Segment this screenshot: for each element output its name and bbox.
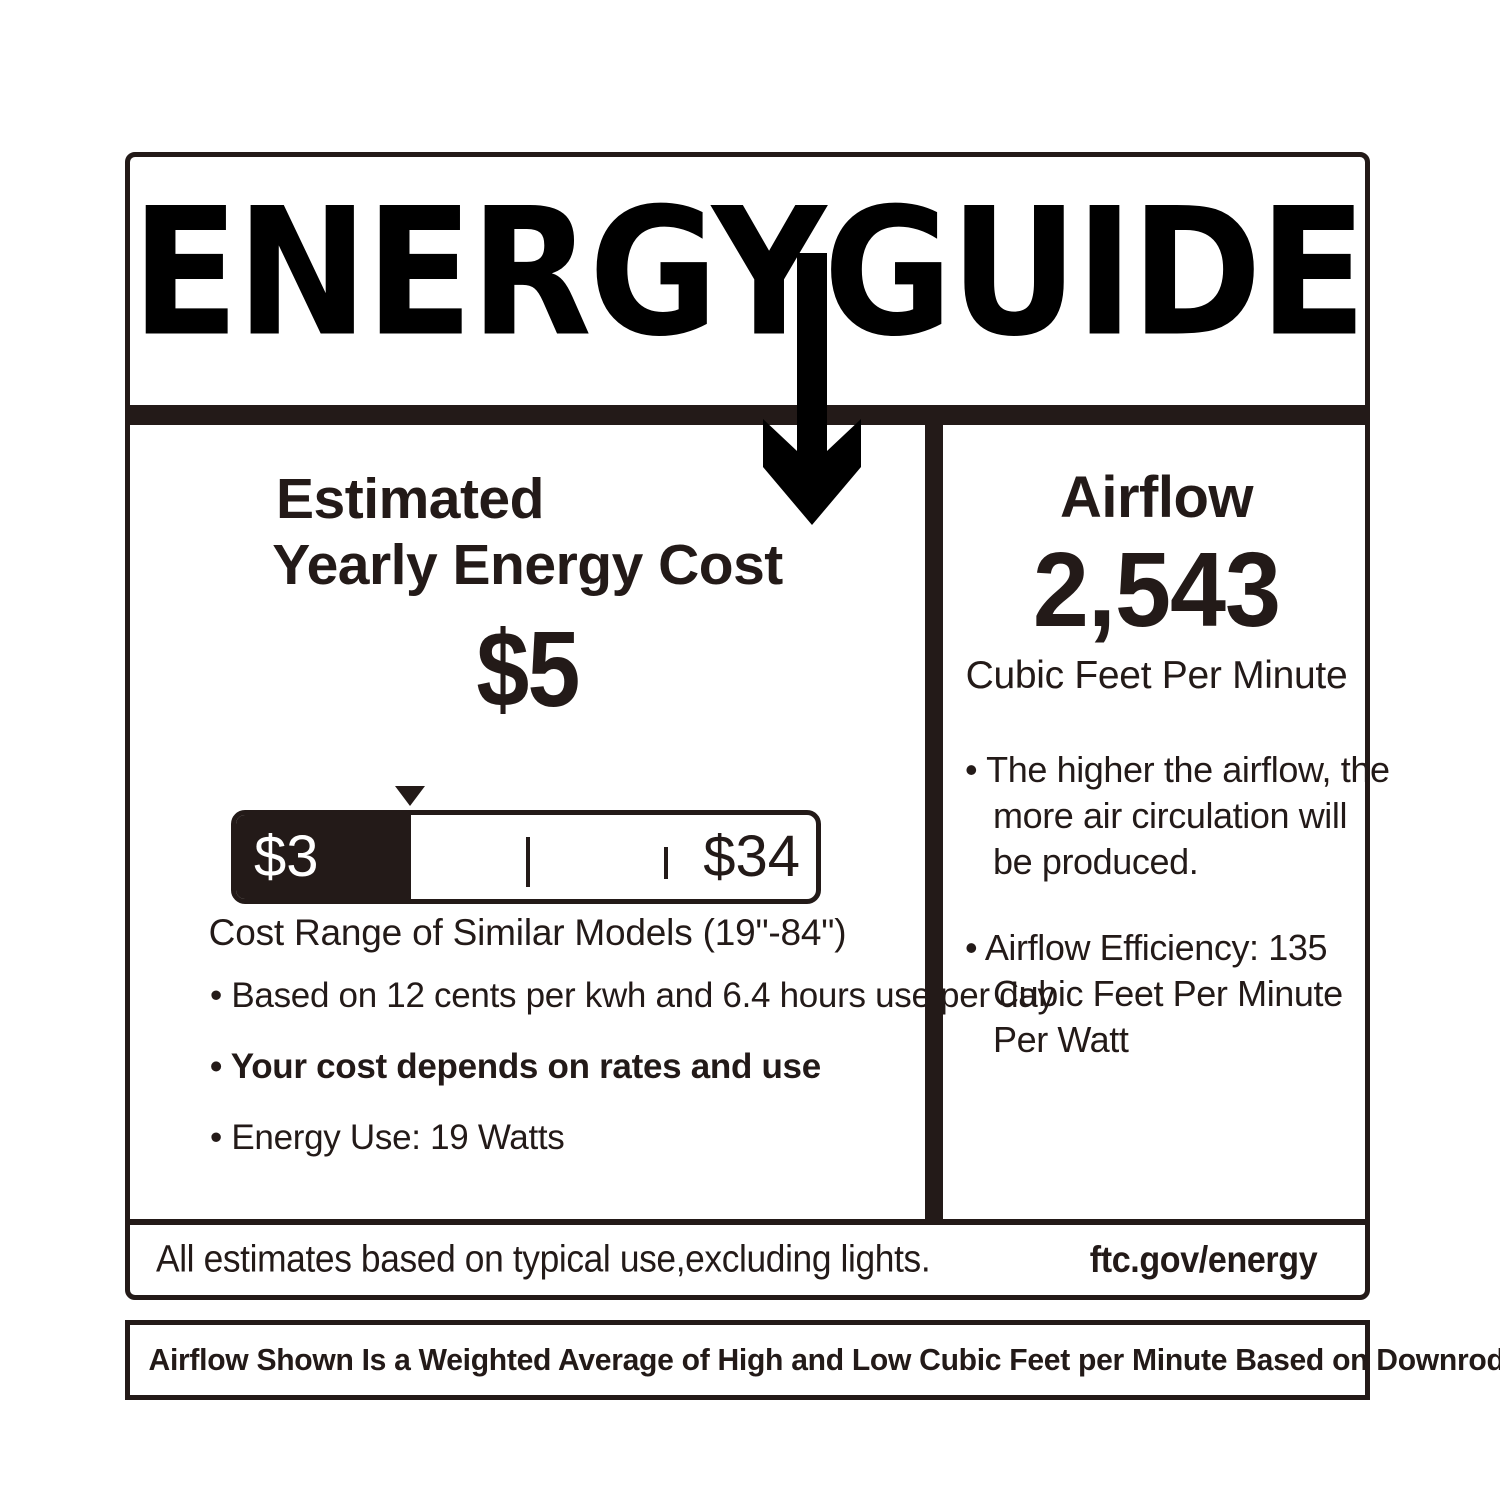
cost-range-tick-1 [526,837,530,887]
footer-note: All estimates based on typical use,exclu… [156,1238,931,1281]
right-bullet-item: • The higher the airflow, the more air c… [965,749,1390,883]
left-panel: Estimated Yearly Energy Cost $5 $3 $34 C… [130,425,1055,1219]
cost-range-chart: $3 $34 [231,786,821,904]
triangle-marker-icon [395,786,425,806]
disclaimer-text: Airflow Shown Is a Weighted Average of H… [148,1342,1500,1377]
cost-range-fill [236,815,411,899]
right-bullet-list: • The higher the airflow, the more air c… [965,747,1395,1103]
disclaimer-box: Airflow Shown Is a Weighted Average of H… [125,1320,1500,1400]
energyguide-wordmark: ENERGYGUIDE [131,169,1367,376]
left-bullet-item: • Based on 12 cents per kwh and 6.4 hour… [210,976,1055,1015]
header-divider [130,405,1365,425]
left-bullet-item: • Your cost depends on rates and use [210,1047,821,1087]
airflow-value: 2,543 [1032,531,1281,649]
footer-row: All estimates based on typical use,exclu… [130,1225,1365,1295]
cost-range-low-label: $3 [254,824,319,889]
left-bullet-item: • Energy Use: 19 Watts [210,1118,565,1158]
cost-range-high-label: $34 [703,824,800,889]
header-zone: ENERGYGUIDE [130,157,1367,409]
footer-divider [130,1219,1365,1225]
airflow-title: Airflow [1059,465,1254,530]
estimated-cost-heading-line2: Yearly Energy Cost [272,533,783,597]
left-bullet-list: • Based on 12 cents per kwh and 6.4 hour… [210,976,1055,1190]
estimated-cost-heading-line1: Estimated [276,467,544,531]
right-panel: Airflow 2,543 Cubic Feet Per Minute • Th… [943,425,1390,1219]
panel-divider [925,425,943,1220]
main-label-box: ENERGYGUIDE Estimated Yearly Energy Cost… [125,152,1390,1300]
airflow-units: Cubic Feet Per Minute [965,654,1348,697]
right-bullet-item: • Airflow Efficiency: 135 Cubic Feet Per… [965,927,1343,1061]
cost-range-caption: Cost Range of Similar Models (19"-84") [208,912,847,953]
cost-range-bar: $3 $34 [231,810,821,904]
ftc-energy-url[interactable]: ftc.gov/energy [1089,1239,1317,1280]
estimated-yearly-cost-value: $5 [476,608,580,729]
cost-range-tick-2 [664,847,668,879]
